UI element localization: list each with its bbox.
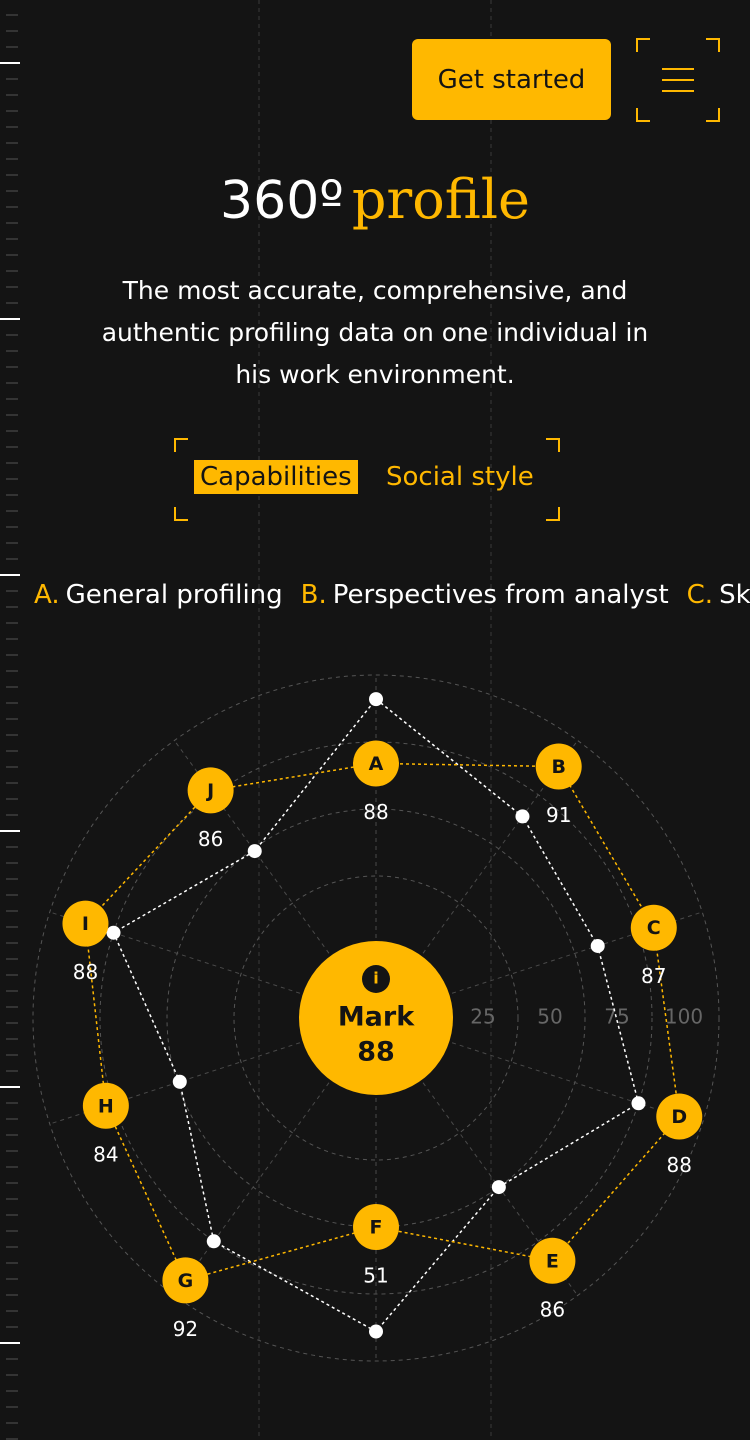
dot	[369, 1324, 383, 1339]
dot	[491, 1180, 506, 1195]
tab-brackets	[174, 438, 560, 521]
node-label: B	[551, 756, 565, 778]
dot	[631, 1096, 646, 1111]
dot	[590, 938, 605, 953]
node-score: 86	[540, 1297, 565, 1321]
legend-label: General profiling	[65, 580, 283, 610]
tab-active[interactable]: Capabilities	[194, 460, 358, 494]
center-score: 88	[357, 1037, 395, 1068]
node-label: J	[205, 780, 214, 802]
legend-letter: C.	[686, 580, 714, 610]
dot	[369, 692, 383, 707]
legend-label: Ski	[719, 580, 750, 610]
node-label: A	[369, 753, 384, 775]
center-name: Mark	[338, 1002, 415, 1033]
corner-brackets	[174, 438, 560, 521]
node-score: 91	[546, 803, 571, 827]
node-label: F	[370, 1217, 383, 1239]
node	[630, 904, 677, 951]
corner-brackets	[636, 38, 720, 122]
node	[62, 900, 109, 947]
legend-item: A. General profiling	[34, 580, 283, 610]
legend-letter: A.	[34, 580, 60, 610]
center-circle	[299, 941, 453, 1095]
title: 360º	[220, 171, 344, 231]
node	[187, 767, 234, 814]
tab[interactable]: Social style	[386, 462, 534, 492]
node	[353, 740, 399, 787]
grid-ring	[233, 875, 519, 1161]
dot	[106, 925, 121, 940]
node-label: G	[178, 1270, 194, 1292]
dot	[206, 1234, 221, 1249]
legend-item: C.Ski	[687, 580, 750, 610]
get-started-button[interactable]: Get started	[412, 39, 611, 120]
radar-chart: 25 50 75 100 i Mark 88 A 88 B 91 C 87 D 88 E 86 F 51 G 92 H 84…	[32, 674, 720, 1362]
node	[656, 1093, 703, 1140]
grid-ring	[32, 674, 720, 1362]
node-score: 84	[93, 1142, 118, 1166]
node-label: E	[546, 1250, 559, 1272]
info-label: i	[373, 969, 378, 988]
r-tick-label: 25	[470, 1005, 495, 1029]
dot	[172, 1074, 187, 1089]
node-score: 92	[173, 1317, 198, 1341]
info-icon	[362, 965, 390, 993]
node-label: H	[98, 1095, 114, 1117]
hero-description: The most accurate, comprehensive, and au…	[101, 276, 649, 389]
node	[535, 743, 582, 790]
menu-button[interactable]	[636, 38, 720, 122]
legend-item: B. Perspectives from analyst	[301, 580, 669, 610]
menu-icon	[662, 68, 694, 92]
node-score: 88	[73, 960, 98, 984]
tabs: Capabilities Social style	[174, 438, 560, 521]
node	[529, 1237, 576, 1284]
node-score: 87	[641, 964, 666, 988]
r-tick-label: 50	[537, 1005, 562, 1029]
dot	[515, 809, 530, 824]
node	[353, 1204, 399, 1250]
node-label: C	[647, 917, 661, 939]
r-tick-label: 75	[604, 1005, 629, 1029]
dot	[247, 844, 262, 859]
node-label: I	[82, 913, 89, 935]
node-score: 51	[363, 1264, 388, 1288]
ruler	[0, 14, 20, 1440]
node	[82, 1082, 129, 1129]
node-score: 88	[667, 1153, 692, 1177]
legend-label: Perspectives from analyst	[332, 580, 669, 610]
legend-letter: B.	[300, 580, 327, 610]
title-accent: profile	[351, 168, 530, 231]
legend: A. General profiling B. Perspectives from a…	[34, 580, 750, 610]
node-label: D	[671, 1106, 687, 1128]
node-score: 88	[363, 800, 388, 824]
r-tick-label: 100	[665, 1005, 703, 1029]
node	[162, 1257, 209, 1304]
node-score: 86	[198, 827, 223, 851]
hero-title: 360º profile	[0, 168, 750, 231]
